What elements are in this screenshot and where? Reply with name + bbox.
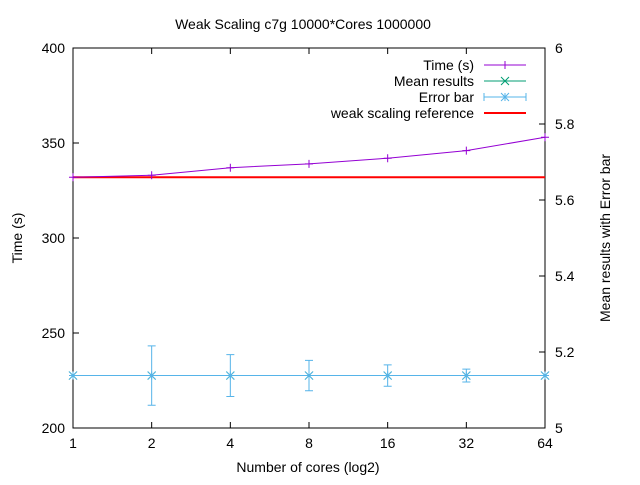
y2-tick-label: 5.2 bbox=[555, 344, 575, 360]
y-tick-label: 250 bbox=[42, 325, 66, 341]
legend-marker bbox=[501, 61, 509, 69]
y2-axis-label: Mean results with Error bar bbox=[597, 154, 613, 322]
y2-tick-label: 5.6 bbox=[555, 192, 575, 208]
data-point bbox=[147, 371, 157, 380]
y2-tick-label: 5 bbox=[555, 420, 563, 436]
x-tick-label: 8 bbox=[305, 435, 313, 451]
data-point bbox=[147, 171, 156, 180]
chart-marks bbox=[68, 133, 550, 406]
x-tick-label: 1 bbox=[69, 435, 77, 451]
data-point bbox=[540, 371, 550, 380]
data-point bbox=[226, 163, 235, 172]
legend-label: Error bar bbox=[419, 89, 475, 105]
x-tick-label: 16 bbox=[380, 435, 396, 451]
y-tick-label: 300 bbox=[42, 230, 66, 246]
data-point bbox=[225, 371, 235, 380]
y-tick-label: 400 bbox=[42, 40, 66, 56]
legend-label: Mean results bbox=[394, 73, 474, 89]
y-tick-label: 350 bbox=[42, 135, 66, 151]
data-point bbox=[541, 133, 549, 142]
axes: 1 2 4 8 16 32 64 200 250 300 350 400 5 5.2 5.4 5.6 5.8 6 bbox=[42, 40, 575, 451]
legend-error-cap bbox=[483, 93, 527, 101]
data-point bbox=[304, 371, 314, 380]
data-point bbox=[461, 371, 471, 380]
series-0 bbox=[69, 133, 549, 182]
y-axis-label: Time (s) bbox=[9, 213, 25, 264]
data-point bbox=[305, 159, 313, 168]
y2-tick-label: 5.4 bbox=[555, 268, 575, 284]
data-point bbox=[462, 146, 471, 155]
y2-tick-label: 5.8 bbox=[555, 116, 575, 132]
x-tick-label: 64 bbox=[537, 435, 553, 451]
data-point bbox=[68, 371, 78, 380]
data-point bbox=[383, 371, 393, 380]
legend-label: weak scaling reference bbox=[330, 105, 474, 121]
chart-title: Weak Scaling c7g 10000*Cores 1000000 bbox=[175, 16, 431, 32]
legend-marker bbox=[500, 92, 510, 102]
series-2 bbox=[68, 345, 550, 406]
legend-marker bbox=[500, 76, 510, 86]
legend-label: Time (s) bbox=[423, 57, 474, 73]
y2-tick-label: 6 bbox=[555, 40, 563, 56]
x-tick-label: 4 bbox=[226, 435, 234, 451]
data-point bbox=[383, 154, 392, 163]
x-tick-label: 32 bbox=[459, 435, 475, 451]
y-tick-label: 200 bbox=[42, 420, 66, 436]
data-point bbox=[69, 173, 77, 182]
x-tick-label: 2 bbox=[148, 435, 156, 451]
x-axis-label: Number of cores (log2) bbox=[236, 459, 379, 475]
series-line bbox=[72, 136, 546, 178]
